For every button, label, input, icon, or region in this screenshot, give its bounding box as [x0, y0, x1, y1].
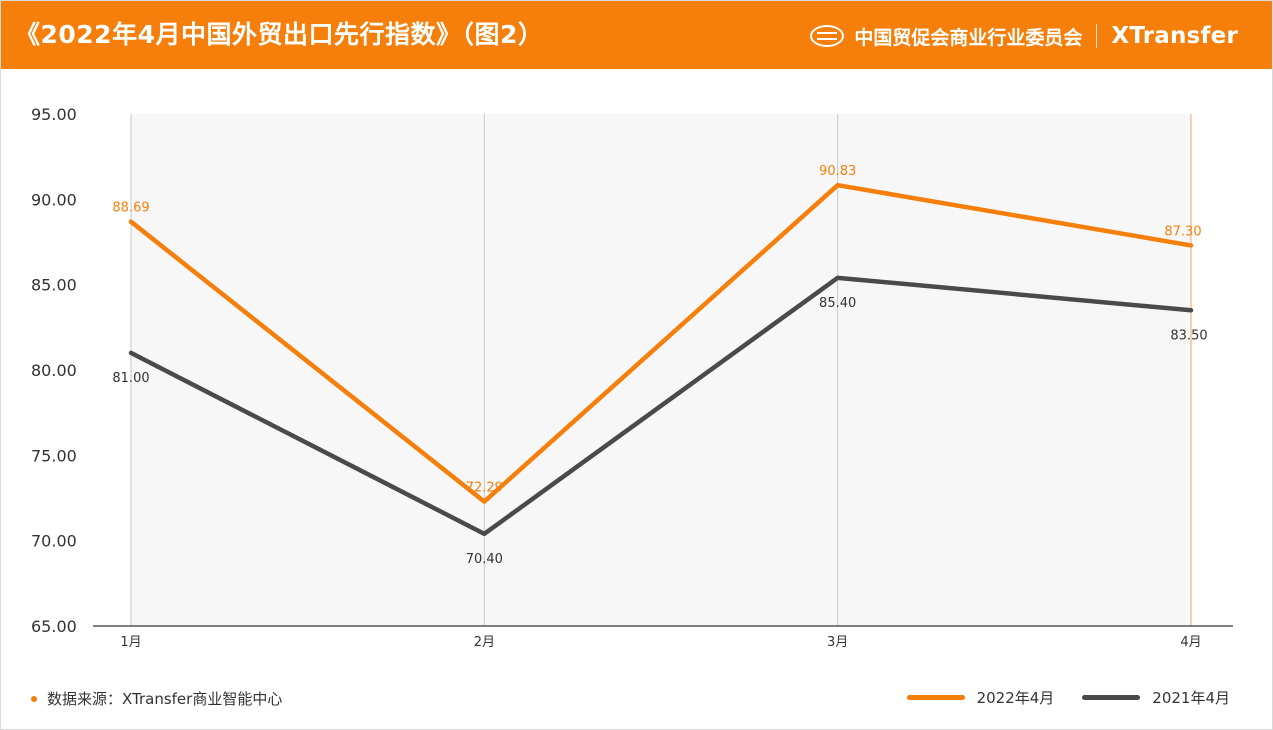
- chart-legend: 2022年4月 2021年4月: [906, 687, 1230, 708]
- brand-divider: [1096, 24, 1098, 48]
- brand-area: 中国贸促会商业行业委员会 XTransfer: [810, 19, 1238, 53]
- data-source: 数据来源：XTransfer商业智能中心: [31, 688, 282, 709]
- data-label-2022: 88.69: [112, 201, 149, 216]
- data-label-2022: 87.30: [1164, 224, 1201, 239]
- ccpit-seal-icon: [810, 25, 845, 47]
- series-line-2021: [128, 275, 1194, 537]
- org-name: 中国贸促会商业行业委员会: [854, 26, 1083, 49]
- data-label-2021: 85.40: [819, 296, 856, 311]
- plot-background: [131, 114, 1191, 626]
- data-label-2021: 70.40: [466, 552, 503, 567]
- data-label-2021: 83.50: [1170, 328, 1207, 343]
- legend-label-2021: 2021年4月: [1152, 689, 1230, 707]
- y-tick-label: 75.00: [31, 446, 77, 465]
- x-tick-label: 1月: [120, 635, 141, 650]
- x-tick-label: 4月: [1180, 635, 1201, 650]
- data-label-2022: 72.29: [466, 481, 503, 496]
- x-tick-label: 3月: [827, 635, 848, 650]
- data-label-2022: 90.83: [819, 164, 856, 179]
- page-title: 《2022年4月中国外贸出口先行指数》（图2）: [15, 20, 544, 49]
- y-tick-label: 70.00: [31, 532, 77, 551]
- legend-swatch-2022: [906, 695, 965, 700]
- y-tick-label: 90.00: [31, 190, 77, 209]
- legend-swatch-2021: [1082, 695, 1141, 700]
- y-tick-label: 85.00: [31, 276, 77, 295]
- bullet-icon: [31, 695, 37, 702]
- y-tick-label: 80.00: [31, 361, 77, 380]
- data-label-2021: 81.00: [112, 371, 149, 386]
- header-bar: 《2022年4月中国外贸出口先行指数》（图2） 中国贸促会商业行业委员会 XTr…: [1, 1, 1272, 69]
- legend-label-2022: 2022年4月: [976, 689, 1055, 707]
- partner-logo: XTransfer: [1111, 23, 1238, 49]
- legend-item-2021: 2021年4月: [1082, 687, 1230, 708]
- series-line-2022: [128, 182, 1194, 504]
- y-tick-label: 65.00: [31, 617, 77, 636]
- line-chart: 95.00 90.00 85.00 80.00 75.00 70.00 65.00 1月 2月 3…: [31, 105, 1233, 650]
- legend-item-2022: 2022年4月: [906, 687, 1055, 708]
- x-tick-label: 2月: [474, 635, 495, 650]
- y-tick-label: 95.00: [31, 105, 77, 124]
- data-source-text: 数据来源：XTransfer商业智能中心: [47, 690, 283, 708]
